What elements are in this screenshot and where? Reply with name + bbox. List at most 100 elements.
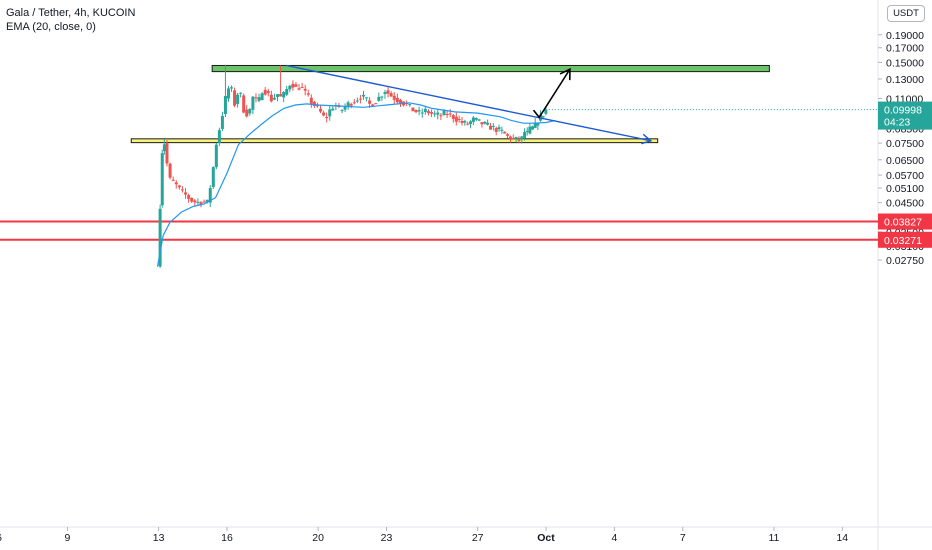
candle-body <box>374 103 378 105</box>
candle-body <box>248 108 252 114</box>
candle-body <box>199 202 203 205</box>
candle-body <box>242 95 246 113</box>
candle-body <box>430 112 434 114</box>
indicator-label[interactable]: EMA (20, close, 0) <box>6 21 96 33</box>
candle-body <box>319 108 323 112</box>
projection-arrowhead <box>559 67 571 81</box>
candle-body <box>528 126 532 134</box>
x-tick-label: 16 <box>221 532 233 544</box>
candle-body <box>411 107 415 112</box>
candle-body <box>500 129 504 131</box>
candle-body <box>294 84 298 87</box>
candle-body <box>291 83 295 88</box>
y-tick-label: 0.13000 <box>886 74 924 86</box>
candle-body <box>355 100 359 102</box>
candle-body <box>340 110 344 112</box>
candle-body <box>445 114 449 116</box>
candle-body <box>230 87 234 89</box>
candle-body <box>226 88 230 99</box>
candle-body <box>223 95 227 115</box>
candle-body <box>448 113 452 115</box>
candle-body <box>368 100 372 104</box>
candle-body <box>523 132 527 139</box>
candle-body <box>269 94 273 102</box>
candle-body <box>325 117 329 119</box>
candle-body <box>187 195 191 199</box>
candle-body <box>309 97 313 104</box>
candle-body <box>474 117 478 120</box>
x-tick-label: 4 <box>611 532 617 544</box>
candle-body <box>312 101 316 106</box>
x-tick-label: Oct <box>537 532 555 544</box>
candle-body <box>254 97 258 99</box>
ema-line <box>156 102 556 267</box>
candle-body <box>536 123 540 126</box>
candle-body <box>352 102 356 104</box>
candle-body <box>196 201 200 203</box>
candle-body <box>220 115 224 129</box>
currency-button[interactable]: USDT <box>887 5 925 22</box>
candle-body <box>174 182 178 185</box>
y-tick-label: 0.02750 <box>886 255 924 267</box>
candle-body <box>520 136 524 140</box>
candle-body <box>177 185 181 188</box>
candle-body <box>414 109 418 113</box>
candle-body <box>392 95 396 100</box>
candle-body <box>494 128 498 132</box>
y-tick-label: 0.19000 <box>886 30 924 42</box>
candle-body <box>389 93 393 97</box>
candle-body <box>162 144 166 152</box>
candle-body <box>466 123 470 125</box>
candle-body <box>306 93 310 95</box>
candle-body <box>525 130 529 133</box>
candle-body <box>260 93 264 100</box>
candle-body <box>383 92 387 95</box>
level-badge <box>878 231 932 248</box>
candle-body <box>433 113 437 115</box>
candle-body <box>343 105 347 110</box>
candle-body <box>158 208 162 267</box>
candle-body <box>442 110 446 116</box>
candle-body <box>439 115 443 117</box>
last-price-badge <box>878 101 932 130</box>
candle-body <box>408 104 412 106</box>
x-tick-label: 6 <box>0 532 2 544</box>
candle-body <box>508 136 512 140</box>
candle-body <box>544 109 548 114</box>
y-tick-label: 0.17000 <box>886 43 924 55</box>
x-tick-label: 7 <box>680 532 686 544</box>
x-tick-label: 23 <box>381 532 393 544</box>
candle-body <box>454 116 458 122</box>
candle-body <box>214 144 218 168</box>
candle-body <box>236 94 240 104</box>
resistance-zone <box>211 64 770 73</box>
y-tick-label: 0.07500 <box>886 138 924 150</box>
candle-body <box>471 117 475 122</box>
candle-body <box>257 97 261 101</box>
candle-body <box>276 94 280 97</box>
candle-body <box>486 122 490 125</box>
candle-body <box>451 115 455 119</box>
candle-body <box>315 105 319 107</box>
candle-body <box>331 108 335 111</box>
candle-body <box>279 94 283 97</box>
x-tick-label: 11 <box>768 532 779 544</box>
candle-body <box>491 125 495 127</box>
candle-body <box>497 127 501 130</box>
candle-body <box>365 97 369 99</box>
candle-body <box>288 85 292 90</box>
candle-body <box>168 163 172 178</box>
candle-body <box>239 92 243 94</box>
candle-body <box>503 131 507 134</box>
candle-countdown: 04:23 <box>884 117 910 129</box>
candle-body <box>266 91 270 94</box>
candle-body <box>245 109 249 117</box>
candle-body <box>463 121 467 123</box>
symbol-title[interactable]: Gala / Tether, 4h, KUCOIN <box>6 7 136 19</box>
candle-body <box>380 96 384 98</box>
candle-body <box>190 197 194 202</box>
candle-body <box>208 188 212 203</box>
candle-body <box>297 88 301 90</box>
y-tick-label: 0.05100 <box>886 183 924 195</box>
